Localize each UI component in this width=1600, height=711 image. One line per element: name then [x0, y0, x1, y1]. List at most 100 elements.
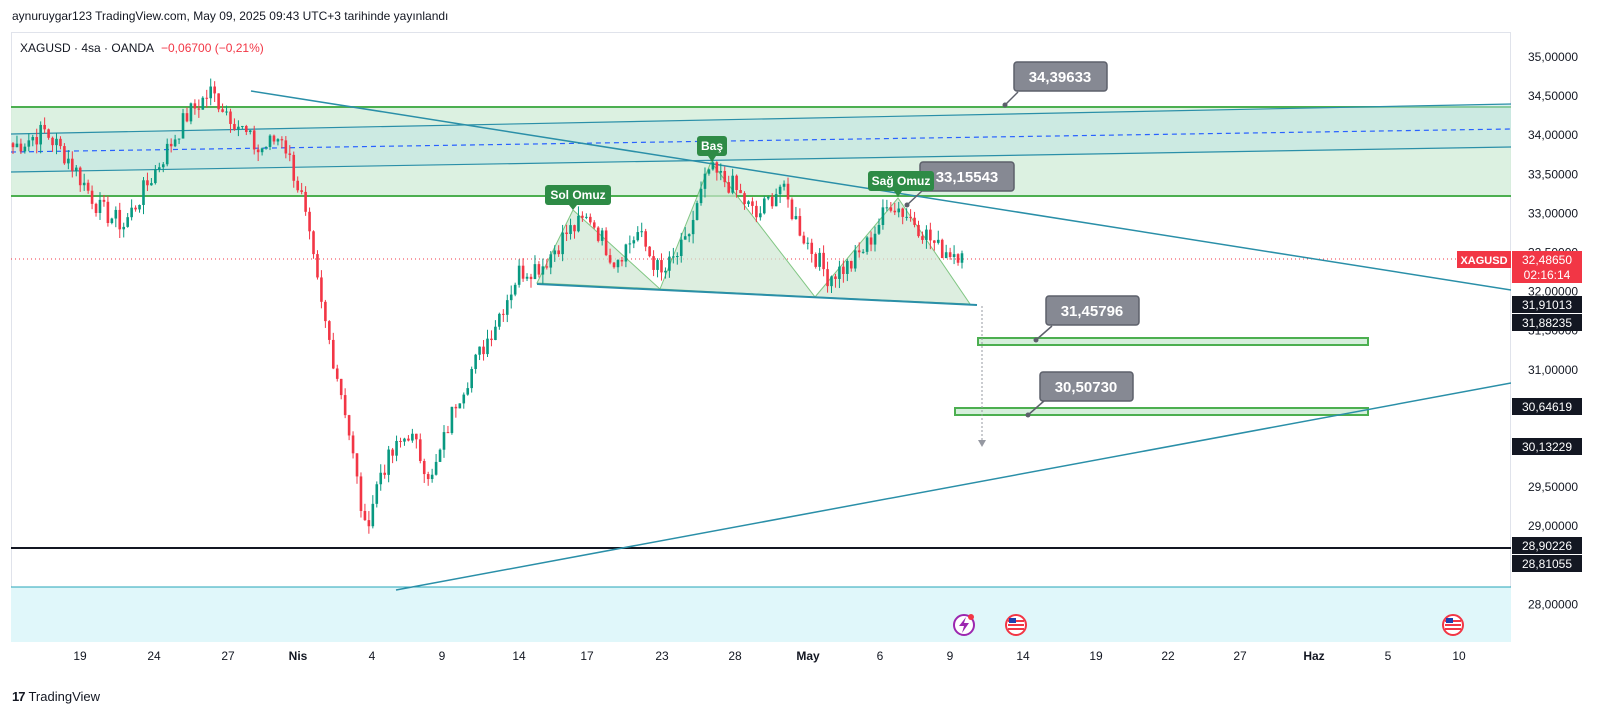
- neckline[interactable]: [536, 283, 978, 306]
- candle-body: [498, 313, 501, 327]
- candle-body: [454, 406, 458, 409]
- candle-body: [450, 406, 454, 434]
- parallel-channel[interactable]: [11, 104, 1511, 172]
- us-flag-event-icon[interactable]: [1005, 614, 1027, 636]
- candle-body: [656, 260, 659, 270]
- candle-body: [652, 256, 655, 270]
- candle-body: [442, 432, 446, 450]
- candle-body: [134, 207, 137, 210]
- x-tick-label: 27: [221, 649, 235, 663]
- candle-body: [755, 205, 758, 218]
- candle-body: [106, 201, 110, 224]
- candle-body: [921, 236, 924, 240]
- candle-body: [181, 113, 185, 139]
- label-left-shoulder[interactable]: Sol Omuz: [545, 185, 611, 210]
- candle-body: [209, 86, 213, 99]
- candle-body: [810, 242, 814, 254]
- candle-body: [51, 137, 54, 146]
- candle-body: [142, 180, 145, 205]
- candle-body: [395, 440, 398, 456]
- candle-body: [676, 256, 679, 258]
- candle-body: [462, 394, 466, 404]
- label-head-text: Baş: [701, 139, 723, 153]
- candle-body: [747, 201, 750, 205]
- candle-body: [577, 215, 580, 232]
- pattern-right-shoulder[interactable]: [813, 197, 971, 305]
- label-right-shoulder[interactable]: Sağ Omuz: [868, 171, 934, 197]
- level-1: 31,91013: [1522, 298, 1572, 312]
- candle-body: [478, 346, 481, 355]
- callout-3[interactable]: 31,45796: [1033, 295, 1140, 343]
- candle-body: [138, 204, 141, 210]
- label-head[interactable]: Baş: [697, 136, 727, 162]
- candle-body: [43, 124, 46, 130]
- candle-body: [165, 143, 169, 165]
- candle-body: [826, 269, 829, 287]
- candle-body: [90, 190, 94, 204]
- candle-body: [403, 438, 406, 442]
- candle-body: [102, 199, 106, 202]
- candle-body: [130, 207, 133, 218]
- ascending-trendline[interactable]: [395, 382, 1511, 591]
- callout-4-text: 30,50730: [1055, 379, 1118, 396]
- candle-body: [774, 194, 778, 207]
- candle-body: [925, 229, 928, 240]
- target-zone-1[interactable]: [977, 337, 1369, 346]
- candle-body: [391, 449, 394, 456]
- candle-body: [517, 265, 521, 285]
- candle-body: [74, 167, 78, 171]
- candle-body: [237, 126, 240, 130]
- us-flag-event-icon-2[interactable]: [1442, 614, 1464, 636]
- y-tick-label: 34,50000: [1528, 89, 1578, 103]
- candle-body: [636, 232, 640, 241]
- candle-body: [956, 254, 960, 263]
- callout-1[interactable]: 34,39633: [1002, 61, 1108, 108]
- x-tick-label: 14: [1016, 649, 1030, 663]
- candle-body: [545, 266, 549, 268]
- legend-change: −0,06700 (−0,21%): [161, 41, 264, 55]
- candle-body: [929, 229, 932, 241]
- candle-body: [474, 354, 477, 369]
- candle-body: [838, 266, 841, 279]
- candle-body: [260, 148, 264, 153]
- candle-body: [383, 472, 386, 475]
- candle-body: [241, 126, 244, 128]
- candle-body: [632, 240, 636, 244]
- candle-body: [328, 321, 331, 340]
- candle-body: [596, 227, 600, 241]
- tradingview-logo[interactable]: 17 TradingView: [12, 689, 100, 704]
- candle-body: [944, 252, 948, 259]
- candle-body: [691, 219, 695, 235]
- tradingview-logo-icon: 17: [12, 689, 26, 704]
- candle-body: [549, 254, 553, 268]
- candle-body: [458, 403, 462, 409]
- candle-body: [885, 207, 889, 209]
- callout-2[interactable]: 33,15543: [904, 161, 1015, 208]
- time-scale[interactable]: 19 24 27 Nis 4 9 14 17 23 28 May 6 9 14 19 22 27 Haz 5 10: [73, 649, 1466, 663]
- label-left-shoulder-text: Sol Omuz: [550, 188, 605, 202]
- candle-body: [660, 260, 663, 273]
- callout-4[interactable]: 30,50730: [1025, 371, 1134, 418]
- candle-body: [695, 203, 699, 220]
- demand-zone-bottom[interactable]: [11, 587, 1511, 642]
- lightning-event-icon[interactable]: [953, 614, 975, 636]
- pattern-left-shoulder[interactable]: [536, 209, 662, 290]
- channel-mid: [11, 128, 1511, 153]
- candle-body: [711, 162, 715, 170]
- candle-body: [339, 378, 343, 396]
- candle-body: [865, 237, 869, 252]
- candle-body: [316, 254, 319, 278]
- candle-body: [616, 260, 620, 268]
- candle-body: [782, 183, 786, 187]
- candle-body: [806, 242, 810, 244]
- candle-body: [494, 326, 497, 341]
- candle-body: [355, 453, 359, 477]
- target-zone-2[interactable]: [954, 407, 1369, 416]
- legend-symbol: XAGUSD · 4sa · OANDA: [20, 41, 154, 55]
- candle-body: [490, 338, 493, 341]
- candle-body: [936, 239, 940, 243]
- candle-body: [861, 251, 865, 253]
- candle-body: [71, 158, 74, 171]
- x-tick-label: 9: [947, 649, 954, 663]
